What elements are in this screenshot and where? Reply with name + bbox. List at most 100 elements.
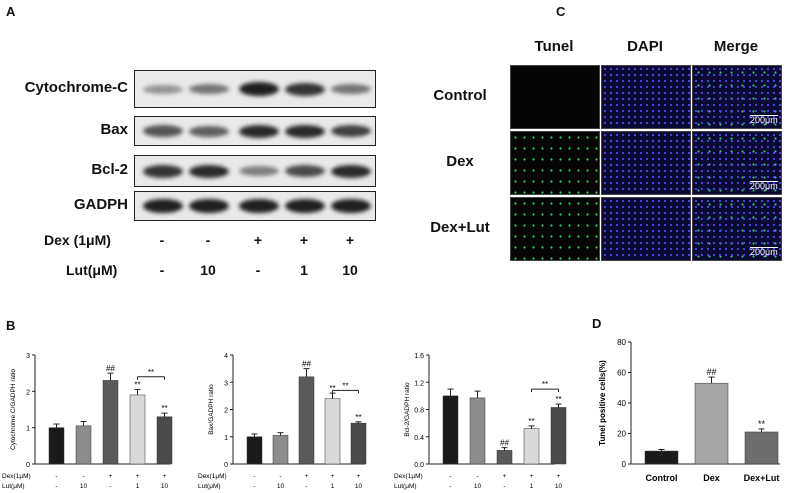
significance-mark: ** — [555, 395, 561, 404]
panel-letter-c: C — [556, 4, 566, 19]
microscopy-row-label: Dex — [446, 153, 474, 170]
microscopy-image-dapi — [601, 65, 691, 129]
blot-band — [143, 125, 183, 137]
y-axis-label: Tunel positive cells(%) — [598, 360, 607, 446]
y-tick-label: 2 — [26, 389, 30, 396]
bar — [523, 428, 540, 465]
blot-band — [331, 165, 371, 178]
y-tick-label: 4 — [224, 353, 228, 360]
treatment-value: + — [530, 473, 534, 480]
bar — [75, 425, 92, 465]
blot-label: Bcl-2 — [91, 161, 128, 178]
microscopy-image-dapi — [601, 197, 691, 261]
treatment-label: Dex(1μM) — [394, 473, 423, 480]
blot-band — [239, 199, 279, 213]
treatment-value: 1 — [530, 483, 534, 490]
bracket-label: ** — [148, 368, 154, 377]
blot-band — [189, 199, 229, 213]
y-tick-label: 1.2 — [414, 380, 424, 387]
y-tick-label: 60 — [617, 369, 626, 378]
bar — [442, 395, 459, 465]
microscopy-image-merge — [692, 197, 782, 261]
treatment-value: + — [305, 473, 309, 480]
bar — [350, 422, 367, 465]
treatment-value: 10 — [200, 262, 216, 278]
y-tick-label: 0.8 — [414, 408, 424, 415]
y-axis-label: Bcl-2/GADPH ratio — [404, 382, 411, 437]
blot-band — [331, 125, 371, 137]
blot-band — [239, 166, 279, 176]
bar — [102, 380, 119, 465]
bar — [298, 376, 315, 465]
bar — [129, 394, 146, 465]
y-tick-label: 0.4 — [414, 435, 424, 442]
y-tick-label: 3 — [26, 353, 30, 360]
microscopy-column-header: DAPI — [627, 38, 663, 55]
treatment-value: + — [331, 473, 335, 480]
treatment-value: - — [449, 473, 451, 480]
treatment-value: - — [159, 232, 165, 248]
y-tick-label: 0.0 — [414, 462, 424, 469]
bar — [694, 382, 729, 465]
microscopy-image-tunel — [510, 131, 600, 195]
treatment-value: + — [299, 232, 309, 248]
blot-strip — [134, 116, 376, 146]
treatment-value: - — [449, 483, 451, 490]
treatment-value: 10 — [555, 483, 563, 490]
blot-band — [189, 165, 229, 178]
treatment-value: 10 — [277, 483, 285, 490]
blot-band — [331, 199, 371, 213]
blot-label: GADPH — [73, 196, 128, 213]
microscopy-column-header: Tunel — [534, 38, 574, 55]
treatment-value: 1 — [136, 483, 140, 490]
bar — [744, 431, 779, 465]
microscopy-row-label: Dex+Lut — [430, 219, 490, 236]
blot-strip — [134, 70, 376, 108]
blot-band — [189, 126, 229, 137]
treatment-value: 1 — [300, 262, 308, 278]
treatment-value: - — [503, 483, 505, 490]
bar — [496, 450, 513, 465]
y-tick-label: 0 — [26, 462, 30, 469]
microscopy-image-merge — [692, 131, 782, 195]
treatment-label: Dex(1μM) — [198, 473, 227, 480]
x-tick-label: Dex — [703, 473, 720, 483]
blot-strip — [134, 155, 376, 187]
treatment-value: - — [205, 232, 211, 248]
treatment-value: 1 — [331, 483, 335, 490]
bar — [156, 416, 173, 465]
treatment-value: + — [345, 232, 355, 248]
x-tick-label: Control — [646, 473, 678, 483]
treatment-value: - — [55, 483, 57, 490]
microscopy-image-tunel — [510, 197, 600, 261]
blot-band — [285, 125, 325, 138]
treatment-value: 10 — [80, 483, 88, 490]
y-tick-label: 2 — [224, 408, 228, 415]
treatment-value: - — [253, 483, 255, 490]
bracket-label: ** — [542, 380, 548, 389]
significance-mark: ## — [106, 364, 115, 373]
significance-mark: ## — [500, 439, 509, 448]
y-axis-label: Cytochrome C/GADPH ratio — [10, 369, 17, 450]
blot-band — [331, 84, 371, 94]
treatment-label: Lut(μM) — [66, 262, 118, 278]
scale-bar: 200μm — [750, 115, 778, 125]
bar — [246, 436, 263, 465]
microscopy-image-merge — [692, 65, 782, 129]
y-tick-label: 1 — [26, 426, 30, 433]
treatment-value: - — [279, 473, 281, 480]
treatment-value: - — [159, 262, 165, 278]
treatment-value: + — [163, 473, 167, 480]
panel-letter-a: A — [6, 4, 16, 19]
blot-band — [189, 84, 229, 94]
treatment-label: Dex (1μM) — [44, 232, 111, 248]
y-tick-label: 40 — [617, 399, 626, 408]
significance-mark: ## — [706, 367, 716, 377]
blot-band — [285, 165, 325, 177]
scale-bar: 200μm — [750, 247, 778, 257]
panel-letter-d: D — [592, 316, 602, 331]
treatment-value: - — [109, 483, 111, 490]
treatment-value: - — [476, 473, 478, 480]
treatment-label: Dex(1μM) — [2, 473, 31, 480]
significance-mark: ** — [329, 384, 335, 393]
